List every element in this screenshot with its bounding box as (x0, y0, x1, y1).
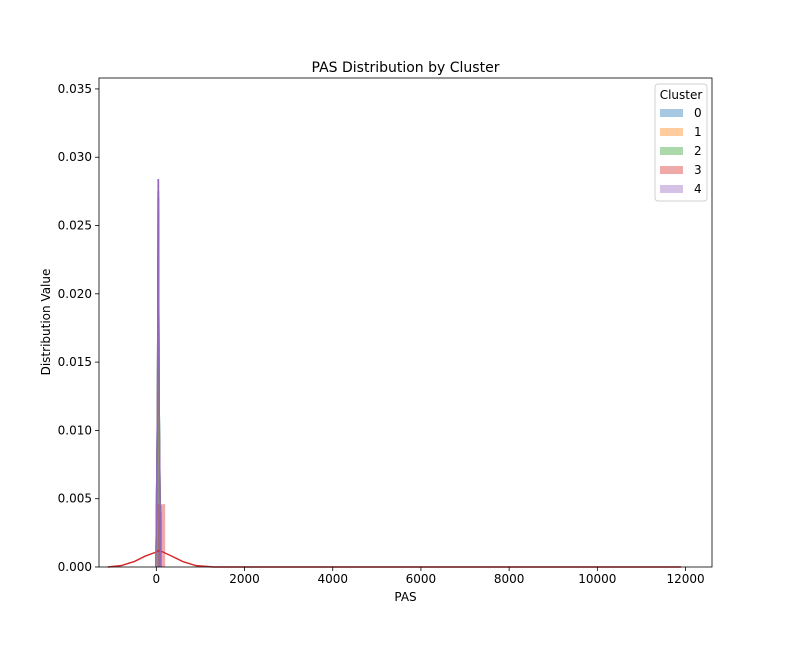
kde-line-cluster-4 (155, 179, 162, 568)
legend-label-2: 2 (694, 144, 702, 158)
x-axis-label: PAS (394, 590, 416, 604)
legend-label-1: 1 (694, 125, 702, 139)
legend: Cluster 0 1 2 3 4 (654, 83, 708, 202)
hist-bar-cluster-2-0 (157, 191, 160, 567)
legend-swatch-4 (660, 185, 683, 193)
chart-title: PAS Distribution by Cluster (312, 60, 500, 76)
legend-box (654, 83, 708, 202)
y-tick-label: 0.030 (58, 150, 92, 164)
y-axis-label: Distribution Value (39, 269, 53, 376)
x-tick-label: 8000 (494, 572, 525, 586)
x-tick-label: 0 (153, 572, 161, 586)
legend-swatch-2 (660, 147, 683, 155)
x-tick-label: 2000 (229, 572, 260, 586)
x-tick-label: 4000 (317, 572, 348, 586)
legend-label-4: 4 (694, 182, 702, 196)
x-tick-label: 6000 (406, 572, 437, 586)
y-tick-label: 0.020 (58, 287, 92, 301)
x-tick-label: 12000 (666, 572, 704, 586)
y-tick-label: 0.035 (58, 82, 92, 96)
y-tick-label: 0.025 (58, 219, 92, 233)
x-tick-label: 10000 (578, 572, 616, 586)
legend-label-0: 0 (694, 106, 702, 120)
legend-title: Cluster (660, 88, 703, 102)
kde-line-cluster-3 (107, 549, 682, 568)
legend-swatch-3 (660, 166, 683, 174)
y-tick-label: 0.000 (58, 560, 92, 574)
y-tick-label: 0.010 (58, 423, 92, 437)
legend-swatch-1 (660, 128, 683, 136)
hist-bar-cluster-3-0 (157, 504, 166, 567)
y-tick-label: 0.005 (58, 492, 92, 506)
legend-label-3: 3 (694, 163, 702, 177)
legend-swatch-0 (660, 109, 683, 117)
hist-bar-cluster-0-0 (157, 198, 160, 567)
plot-frame (98, 77, 713, 568)
plot-area (107, 179, 682, 568)
y-tick-label: 0.015 (58, 355, 92, 369)
axes: 0 2000 4000 6000 8000 10000 12000 0.000 0.005 0.0… (58, 77, 713, 586)
hist-bar-cluster-1-0 (157, 211, 160, 567)
